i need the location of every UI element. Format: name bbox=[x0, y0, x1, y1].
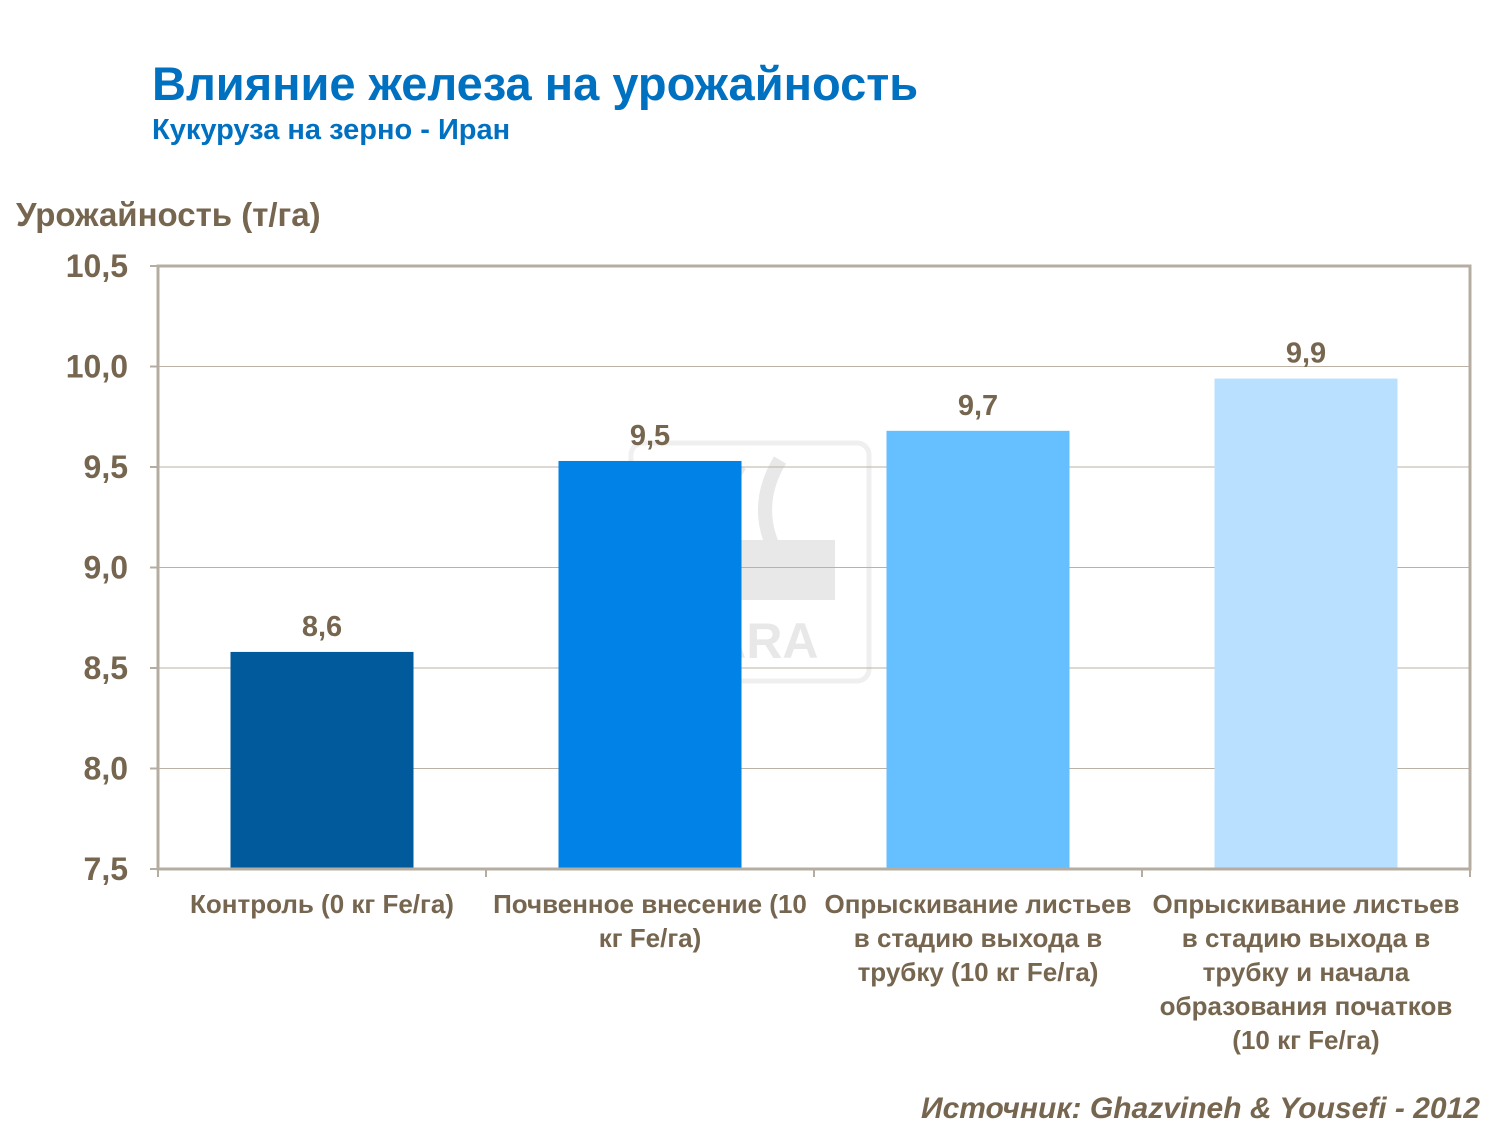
y-tick-label: 7,5 bbox=[84, 851, 128, 887]
data-label: 9,5 bbox=[630, 420, 670, 452]
y-axis-label: Урожайность (т/га) bbox=[16, 196, 321, 233]
x-category-label: Контроль (0 кг Fe/га) bbox=[190, 889, 454, 919]
chart-subtitle: Кукуруза на зерно - Иран bbox=[152, 114, 511, 146]
data-label: 9,7 bbox=[958, 390, 998, 422]
x-category-label: Опрыскивание листьев в стадию выхода в т… bbox=[1152, 889, 1460, 1055]
source-note: Источник: Ghazvineh & Yousefi - 2012 bbox=[921, 1092, 1480, 1125]
x-category-label: Почвенное внесение (10 кг Fe/га) bbox=[493, 889, 807, 953]
y-tick-label: 8,0 bbox=[84, 751, 128, 787]
x-category-label: Опрыскивание листьев в стадию выхода в т… bbox=[824, 889, 1132, 987]
bar bbox=[1214, 378, 1398, 869]
y-tick-label: 9,5 bbox=[84, 449, 128, 485]
data-label: 8,6 bbox=[302, 611, 342, 643]
bar bbox=[230, 651, 414, 869]
y-tick-label: 10,5 bbox=[66, 248, 128, 284]
y-tick-label: 10,0 bbox=[66, 349, 128, 385]
y-tick-label: 8,5 bbox=[84, 650, 128, 686]
data-label: 9,9 bbox=[1286, 338, 1326, 370]
bar bbox=[886, 430, 1070, 869]
chart-title: Влияние железа на урожайность bbox=[152, 57, 919, 110]
y-tick-label: 9,0 bbox=[84, 550, 128, 586]
bar bbox=[558, 460, 742, 869]
